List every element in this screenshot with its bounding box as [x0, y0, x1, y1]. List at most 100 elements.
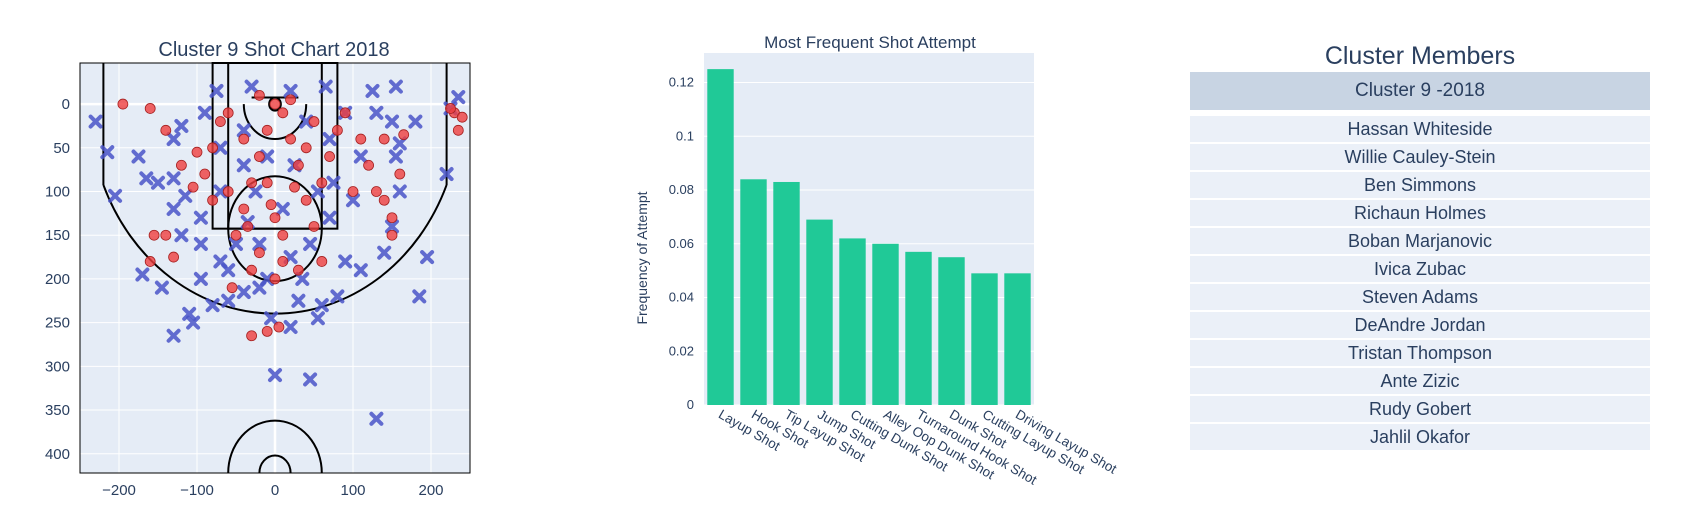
missed-shot-marker [322, 210, 337, 225]
made-shot-marker [324, 151, 336, 162]
missed-shot-marker [385, 219, 399, 234]
bar [1004, 273, 1031, 405]
made-shot-marker [355, 133, 367, 145]
made-shot-marker [285, 133, 297, 145]
missed-shot-marker [205, 298, 220, 313]
bar-y-tick-label: 0.08 [669, 182, 694, 197]
missed-shot-marker [283, 320, 298, 335]
missed-shot-marker [388, 149, 403, 164]
member-row: Boban Marjanovic [1190, 226, 1650, 254]
missed-shot-marker [353, 149, 368, 164]
missed-shot-marker [154, 280, 169, 295]
hoop [268, 96, 282, 112]
member-row: Ben Simmons [1190, 170, 1650, 198]
shot-plot-frame [79, 62, 471, 474]
made-shot-marker [386, 229, 398, 241]
missed-shot-marker [420, 250, 435, 265]
bar-chart-y-axis-label: Frequency of Attempt [634, 191, 650, 324]
x-tick-label: −200 [102, 482, 136, 499]
missed-shot-marker [174, 118, 189, 133]
made-shot-marker [277, 229, 289, 241]
made-shot-marker [144, 103, 156, 114]
made-shot-marker [191, 146, 203, 158]
made-shot-marker [292, 264, 304, 276]
made-shot-marker [246, 264, 258, 276]
made-shot-marker [238, 203, 250, 215]
member-row: Willie Cauley-Stein [1190, 142, 1650, 170]
bar-y-tick-label: 0.1 [676, 128, 694, 143]
made-shot-marker [238, 133, 250, 145]
missed-shot-marker [244, 79, 259, 94]
bar [971, 273, 998, 405]
made-shot-marker [331, 124, 343, 136]
made-shot-marker [273, 321, 285, 333]
missed-shot-marker [221, 263, 236, 278]
y-tick-label: 200 [45, 271, 70, 288]
missed-shot-marker [166, 132, 181, 147]
missed-shot-marker [318, 79, 333, 94]
made-shot-marker [222, 107, 234, 119]
missed-shot-marker [174, 228, 189, 243]
missed-shot-marker [108, 188, 123, 203]
made-shot-marker [160, 124, 172, 136]
made-shot-marker [370, 186, 382, 197]
missed-shot-marker [236, 158, 251, 173]
bar-y-tick-label: 0.02 [669, 343, 694, 358]
made-shot-marker [261, 124, 273, 136]
made-shot-marker [187, 181, 199, 193]
y-tick-label: 100 [45, 184, 70, 201]
made-shot-marker [289, 181, 300, 193]
made-shot-marker [269, 273, 281, 285]
missed-shot-marker [295, 271, 310, 286]
members-header: Cluster 9 -2018 [1190, 72, 1650, 110]
made-shot-marker [230, 229, 242, 241]
made-shot-marker [285, 94, 297, 106]
missed-shot-marker [275, 201, 290, 216]
y-tick-label: 250 [45, 315, 70, 332]
made-shot-marker [222, 186, 234, 197]
member-row: Jahlil Okafor [1190, 422, 1650, 450]
missed-shot-marker [229, 236, 243, 251]
bar [938, 257, 965, 405]
made-shot-marker [253, 151, 265, 162]
missed-shot-marker [260, 149, 275, 164]
y-tick-label: 400 [45, 446, 70, 463]
made-shot-marker [277, 107, 289, 119]
missed-shot-marker [385, 114, 399, 129]
x-tick-label: 200 [418, 482, 443, 499]
made-shot-marker [246, 177, 258, 189]
missed-shot-marker [178, 188, 193, 203]
member-row: Steven Adams [1190, 282, 1650, 310]
bar [839, 238, 866, 405]
bar-y-tick-label: 0 [687, 397, 694, 412]
made-shot-marker [261, 325, 273, 337]
bar [773, 181, 800, 405]
made-shot-marker [277, 256, 289, 267]
made-shot-marker [339, 107, 351, 119]
shot-chart: Cluster 9 Shot Chart 2018 −200 −100 0 100 20… [45, 39, 471, 499]
missed-shot-marker [139, 171, 154, 186]
missed-shot-marker [260, 271, 275, 286]
missed-shot-marker [346, 193, 360, 208]
made-shot-marker [160, 229, 172, 241]
member-row: Tristan Thompson [1190, 338, 1650, 366]
missed-shot-marker [439, 167, 454, 182]
x-tick-label: −100 [180, 482, 214, 499]
missed-shot-marker [193, 271, 208, 286]
missed-shot-marker [193, 236, 208, 251]
bar-y-tick-label: 0.12 [669, 75, 694, 90]
made-shot-marker [199, 168, 211, 180]
made-shot-marker [253, 89, 265, 101]
bar-chart-title: Most Frequent Shot Attempt [764, 33, 976, 52]
half-court-inner-circle [258, 454, 292, 474]
y-tick-label: 50 [53, 140, 70, 157]
missed-shot-marker [213, 140, 228, 155]
missed-shot-marker [314, 298, 329, 313]
missed-shot-marker [330, 289, 345, 304]
missed-shot-marker [392, 184, 407, 199]
y-tick-label: 0 [62, 96, 70, 113]
made-shot-marker [226, 282, 238, 294]
missed-shot-marker [100, 145, 115, 160]
missed-shot-marker [353, 263, 368, 278]
made-shot-marker [456, 111, 468, 123]
